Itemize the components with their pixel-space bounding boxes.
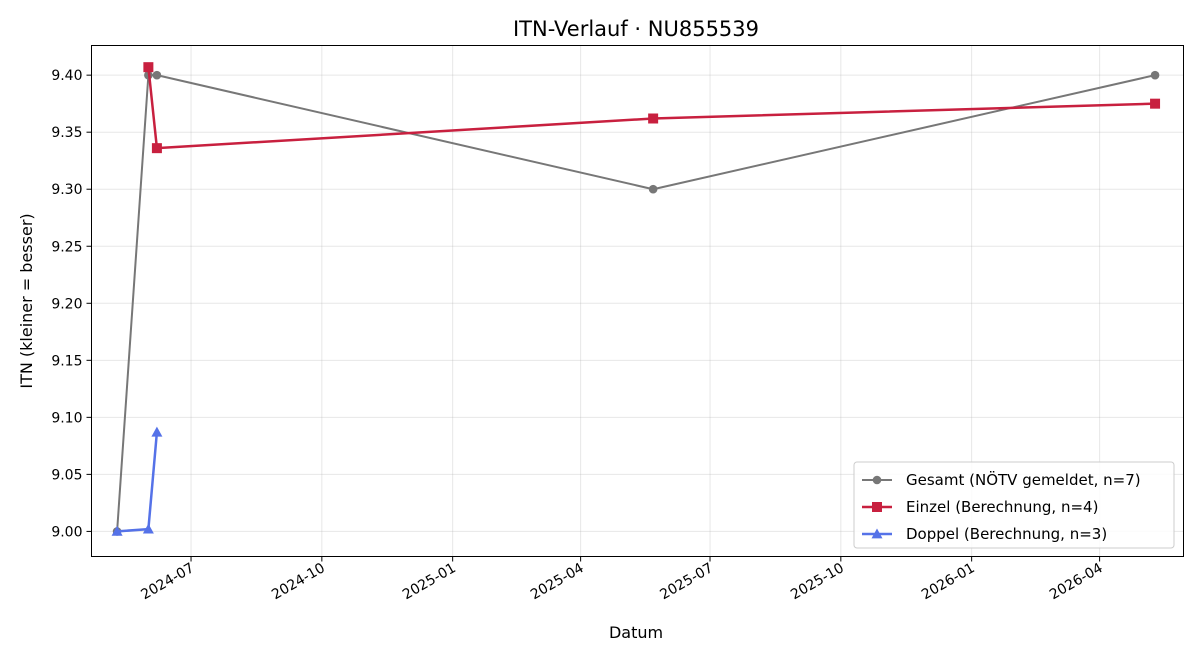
x-tick-label: 2025-07 [657,560,716,603]
series-3 [111,426,163,536]
y-axis-label: ITN (kleiner = besser) [17,213,36,388]
series-layer [111,62,1161,536]
x-tick-label: 2025-04 [528,560,587,603]
y-tick-label: 9.35 [51,125,82,141]
data-point [142,523,154,534]
data-point [151,143,162,154]
data-point [648,113,659,124]
series-2 [143,62,1161,154]
data-point [1150,98,1161,109]
legend: Gesamt (NÖTV gemeldet, n=7) Einzel (Berec… [853,461,1175,549]
legend-item: Gesamt (NÖTV gemeldet, n=7) [862,470,1141,489]
data-point [111,525,123,536]
legend-marker [872,475,882,485]
y-tick-label: 9.40 [51,68,82,84]
x-axis-ticks: 2024-07 2024-10 2025-01 2025-04 2025-07 2025-… [138,556,1106,603]
y-tick-label: 9.30 [51,182,82,198]
plot-frame [91,45,1184,557]
y-axis-ticks: 9.00 9.05 9.10 9.15 9.20 9.25 9.30 9.35 9.40 [51,68,92,540]
data-point [1150,70,1160,80]
legend-box [853,461,1175,549]
x-tick-label: 2025-10 [788,560,847,603]
legend-label: Doppel (Berechnung, n=3) [906,525,1107,543]
data-point [143,62,154,73]
legend-label: Einzel (Berechnung, n=4) [906,498,1098,516]
x-tick-label: 2026-01 [919,560,978,603]
legend-marker [872,502,882,512]
x-tick-label: 2024-07 [138,560,197,603]
x-axis-label: Datum [609,623,663,642]
x-tick-label: 2026-04 [1047,560,1106,603]
y-tick-label: 9.20 [51,296,82,312]
y-tick-label: 9.00 [51,524,82,540]
legend-item: Doppel (Berechnung, n=3) [862,525,1107,543]
data-point [152,70,162,80]
legend-marker [871,528,883,539]
data-point [648,184,658,194]
y-tick-label: 9.15 [51,353,82,369]
data-point [151,426,163,437]
x-tick-label: 2025-01 [400,560,459,603]
legend-item: Einzel (Berechnung, n=4) [862,498,1098,516]
chart-title: ITN-Verlauf · NU855539 [513,17,759,41]
legend-label: Gesamt (NÖTV gemeldet, n=7) [906,470,1141,489]
y-tick-label: 9.05 [51,467,82,483]
series-line [147,67,1156,150]
y-tick-label: 9.10 [51,410,82,426]
y-tick-label: 9.25 [51,239,82,255]
x-tick-label: 2024-10 [269,560,328,603]
